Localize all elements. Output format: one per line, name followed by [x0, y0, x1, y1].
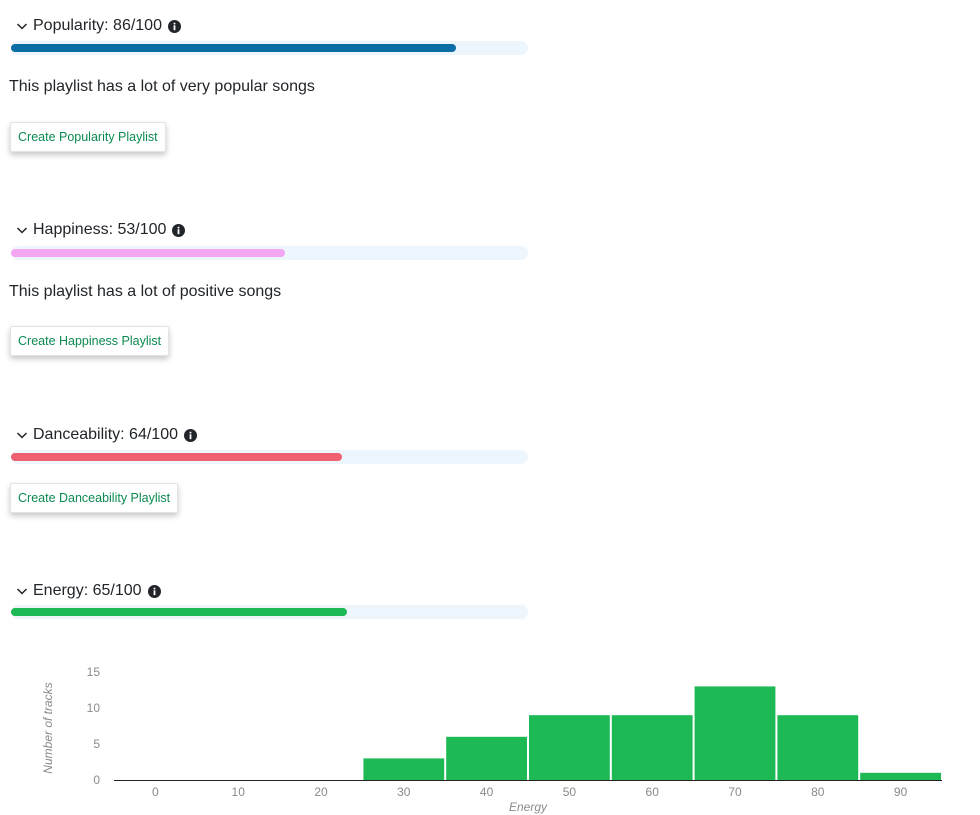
x-tick-label: 80 [811, 785, 825, 799]
x-axis-ticks: 0 10 20 30 40 50 60 70 80 90 [152, 785, 908, 799]
happiness-progress-bar [11, 246, 528, 260]
popularity-description: This playlist has a lot of very popular … [9, 78, 315, 95]
chart-bars [363, 686, 941, 780]
histogram-bar [363, 758, 445, 780]
energy-histogram-chart: 0 5 10 15 0 10 20 30 40 50 60 70 80 90 Energy Number… [41, 665, 942, 814]
y-tick-label: 15 [87, 665, 101, 679]
y-tick-label: 10 [87, 701, 101, 715]
info-icon[interactable] [172, 223, 186, 237]
chevron-down-icon [16, 23, 28, 30]
x-tick-label: 30 [397, 785, 411, 799]
popularity-label: Popularity: 86/100 [33, 17, 162, 34]
energy-label: Energy: 65/100 [33, 582, 142, 599]
x-tick-label: 50 [563, 785, 577, 799]
chevron-down-icon [16, 227, 28, 234]
create-popularity-playlist-button[interactable]: Create Popularity Playlist [10, 122, 166, 152]
energy-header[interactable]: Energy: 65/100 [14, 580, 161, 602]
popularity-progress-bar [11, 41, 528, 55]
histogram-bar [529, 715, 610, 780]
x-tick-label: 10 [232, 785, 246, 799]
happiness-label: Happiness: 53/100 [33, 221, 167, 238]
histogram-bar [860, 772, 941, 780]
x-axis-label: Energy [509, 800, 548, 814]
energy-progress-fill [11, 608, 348, 616]
popularity-progress-fill [11, 44, 456, 52]
x-tick-label: 70 [728, 785, 742, 799]
y-axis-ticks: 0 5 10 15 [87, 665, 101, 787]
histogram-bar [694, 686, 776, 780]
danceability-label: Danceability: 64/100 [33, 426, 178, 443]
x-tick-label: 0 [152, 785, 159, 799]
chevron-down-icon [16, 432, 28, 439]
x-tick-label: 20 [314, 785, 328, 799]
danceability-header[interactable]: Danceability: 64/100 [14, 424, 197, 446]
info-icon[interactable] [183, 428, 197, 442]
popularity-header[interactable]: Popularity: 86/100 [14, 15, 181, 37]
happiness-progress-fill [11, 249, 285, 257]
info-icon[interactable] [147, 584, 161, 598]
chevron-down-icon [16, 588, 28, 595]
histogram-bar [611, 715, 693, 780]
happiness-header[interactable]: Happiness: 53/100 [14, 219, 186, 241]
histogram-bar [446, 736, 527, 780]
y-tick-label: 5 [93, 737, 100, 751]
x-tick-label: 90 [894, 785, 908, 799]
create-danceability-playlist-button[interactable]: Create Danceability Playlist [10, 483, 179, 513]
histogram-bar [777, 715, 859, 780]
create-happiness-playlist-button[interactable]: Create Happiness Playlist [10, 326, 170, 356]
x-tick-label: 40 [480, 785, 494, 799]
danceability-progress-fill [11, 453, 342, 461]
y-axis-label: Number of tracks [41, 682, 55, 773]
happiness-description: This playlist has a lot of positive song… [9, 283, 282, 300]
info-icon[interactable] [167, 19, 181, 33]
danceability-progress-bar [11, 450, 528, 464]
y-tick-label: 0 [93, 773, 100, 787]
energy-progress-bar [11, 605, 528, 619]
x-tick-label: 60 [646, 785, 660, 799]
